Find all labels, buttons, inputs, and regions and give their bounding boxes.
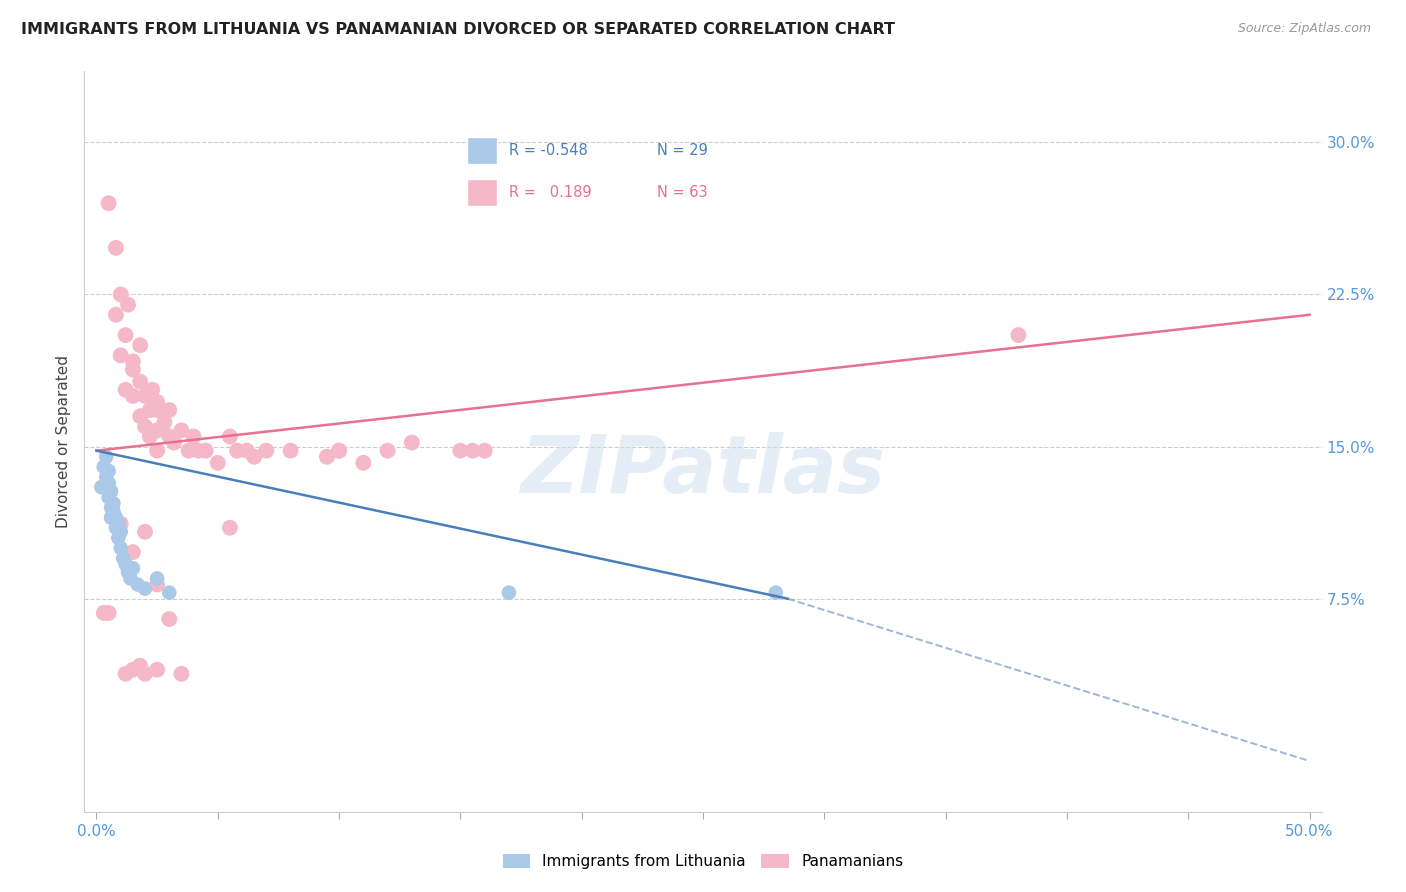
Point (146, 423, 169, 437)
Point (122, 362, 145, 376)
Point (219, 429, 242, 443)
Point (157, 403, 180, 417)
Point (157, 585, 180, 599)
Point (107, 516, 129, 531)
Point (122, 545, 145, 559)
Point (112, 551, 135, 566)
Point (120, 571, 142, 585)
Point (170, 666, 193, 681)
Point (93, 459, 115, 474)
Point (146, 571, 169, 585)
Text: Source: ZipAtlas.com: Source: ZipAtlas.com (1237, 22, 1371, 36)
Point (141, 383, 163, 397)
Point (134, 524, 156, 539)
Point (134, 666, 156, 681)
Point (328, 443, 350, 458)
Point (107, 531, 129, 545)
Point (104, 521, 127, 535)
Point (498, 585, 520, 599)
Point (134, 389, 156, 403)
Point (139, 429, 162, 443)
Point (97, 491, 120, 505)
Point (103, 504, 125, 518)
Point (139, 403, 162, 417)
Point (104, 241, 127, 255)
Point (129, 338, 152, 352)
Point (129, 658, 152, 673)
Point (401, 435, 423, 450)
Point (377, 443, 399, 458)
Point (114, 328, 136, 343)
Point (170, 423, 193, 437)
Point (100, 500, 122, 515)
Point (97, 464, 120, 478)
Point (110, 516, 132, 531)
Point (134, 582, 156, 596)
Point (1007, 328, 1029, 343)
Point (157, 612, 180, 626)
Point (96, 470, 118, 484)
Point (146, 403, 169, 417)
Text: ZIPatlas: ZIPatlas (520, 432, 886, 510)
Point (110, 287, 132, 301)
Point (236, 443, 259, 458)
Point (352, 456, 374, 470)
Point (93, 606, 115, 620)
Point (461, 443, 484, 458)
Point (226, 443, 249, 458)
Point (114, 558, 136, 572)
Legend: Immigrants from Lithuania, Panamanians: Immigrants from Lithuania, Panamanians (496, 848, 910, 875)
Point (183, 429, 205, 443)
Point (474, 443, 496, 458)
Point (100, 510, 122, 524)
Point (114, 666, 136, 681)
Point (122, 354, 145, 368)
Point (90, 480, 112, 494)
Point (97, 606, 120, 620)
Point (122, 663, 145, 677)
Point (177, 443, 200, 458)
Point (122, 561, 145, 575)
Y-axis label: Divorced or Separated: Divorced or Separated (56, 355, 72, 528)
Point (129, 375, 152, 389)
Point (97, 476, 120, 491)
Point (146, 577, 169, 591)
Point (104, 308, 127, 322)
Text: IMMIGRANTS FROM LITHUANIA VS PANAMANIAN DIVORCED OR SEPARATED CORRELATION CHART: IMMIGRANTS FROM LITHUANIA VS PANAMANIAN … (21, 22, 896, 37)
Point (449, 443, 471, 458)
Point (280, 443, 302, 458)
Point (134, 419, 156, 434)
Point (104, 510, 127, 524)
Point (765, 585, 787, 599)
Point (146, 663, 169, 677)
Point (122, 389, 145, 403)
Point (127, 577, 149, 591)
Point (110, 524, 132, 539)
Point (187, 443, 209, 458)
Point (254, 443, 277, 458)
Point (146, 395, 169, 409)
Point (219, 521, 242, 535)
Point (110, 348, 132, 362)
Point (194, 443, 217, 458)
Point (103, 496, 125, 510)
Point (114, 383, 136, 397)
Point (157, 429, 180, 443)
Point (328, 443, 350, 458)
Point (146, 443, 169, 458)
Point (207, 456, 229, 470)
Point (117, 566, 139, 580)
Point (117, 298, 139, 312)
Point (96, 450, 118, 464)
Point (97, 196, 120, 211)
Point (129, 409, 152, 424)
Point (100, 484, 122, 499)
Point (243, 450, 266, 464)
Point (153, 415, 176, 429)
Point (163, 435, 186, 450)
Point (110, 541, 132, 555)
Point (316, 450, 339, 464)
